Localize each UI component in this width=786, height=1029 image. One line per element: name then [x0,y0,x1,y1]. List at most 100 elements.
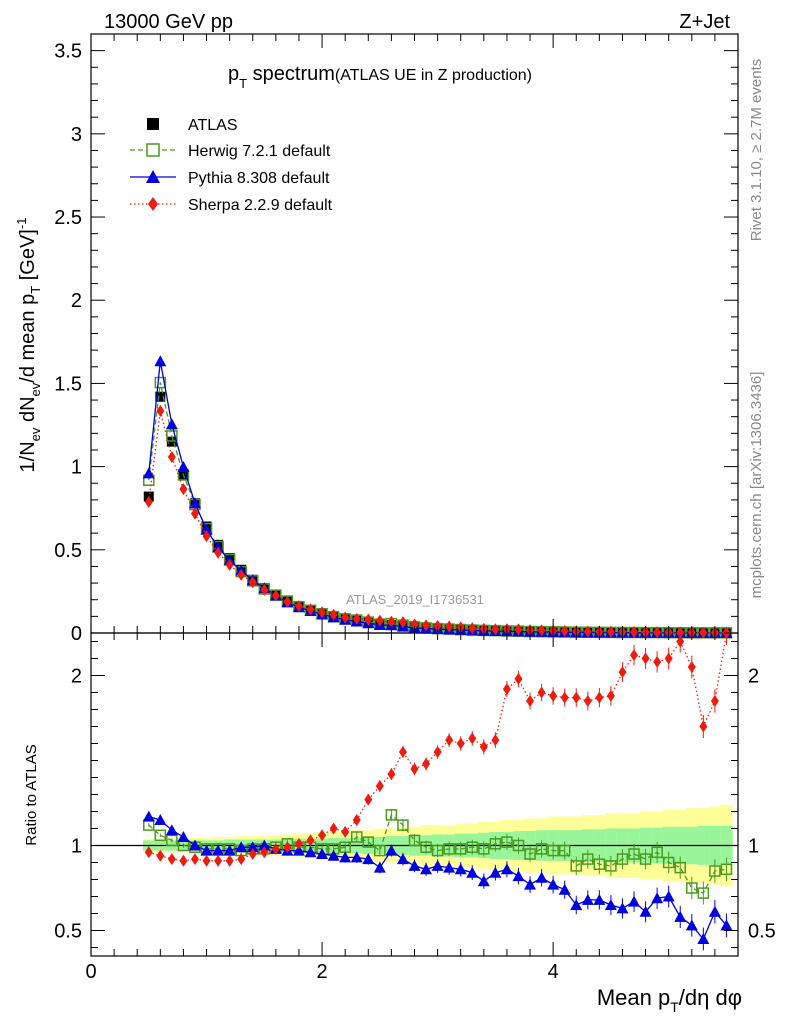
ratio-point-sherpa [237,853,246,866]
ratio-point-pythia [165,824,178,836]
ratio-point-sherpa [144,846,153,859]
ratio-point-sherpa [248,848,257,860]
ratio-point-sherpa [526,695,535,707]
main-point-sherpa [445,620,454,633]
main-point-pythia [188,497,201,509]
main-point-sherpa [190,507,199,520]
ratio-point-sherpa [341,825,350,838]
main-point-pythia [200,523,213,535]
main-point-sherpa [214,546,223,559]
ratio-point-pythia [408,859,421,871]
ratio-point-herwig [616,853,629,865]
ratio-point-sherpa [641,652,650,665]
ratio-point-herwig [639,853,652,865]
ratio-point-sherpa [514,672,523,685]
ratio-point-herwig [593,858,606,870]
ratio-point-pythia [593,893,606,905]
main-point-sherpa [375,614,384,627]
legend-atlas-marker [147,118,159,130]
main-point-sherpa [352,612,361,625]
main-point-sherpa [398,616,407,629]
x-tick-label: 2 [317,961,328,983]
ratio-point-sherpa [329,822,338,835]
ratio-point-pythia [685,919,698,931]
main-point-sherpa [468,622,477,635]
ratio-point-pythia [316,848,329,859]
ratio-point-pythia [339,851,352,863]
ratio-point-pythia [200,844,213,856]
ratio-point-sherpa [653,655,662,668]
ratio-point-pythia [235,841,248,853]
ratio-point-pythia [547,878,560,890]
legend-pythia-marker [146,170,160,183]
main-point-sherpa [364,613,373,626]
ratio-point-sherpa [699,720,708,733]
ratio-point-sherpa [537,686,546,699]
ratio-point-sherpa [271,842,280,855]
axis-ticks: 0 2 400.511.522.533.50.5 0.51 12 2 [54,33,776,983]
ratio-point-pythia [697,933,710,944]
ratio-point-sherpa [606,689,615,702]
ratio-point-herwig [582,853,594,865]
ratio-point-sherpa [595,691,604,704]
main-point-sherpa [329,608,338,621]
ratio-point-herwig [709,865,721,877]
main-y-tick-label: 1.5 [54,373,82,395]
ratio-point-herwig [466,841,479,853]
ratio-point-sherpa [433,746,442,758]
ratio-point-sherpa [491,734,500,747]
ratio-point-sherpa [225,854,234,867]
main-point-sherpa [537,624,546,637]
ratio-point-herwig [420,841,432,853]
ratio-point-pythia [142,810,155,822]
ratio-point-pythia [489,866,502,878]
energy-label: 13000 GeV pp [104,11,233,33]
main-point-sherpa [699,626,708,639]
ratio-y-tick-label-right: 2 [748,666,759,688]
plot-title: pT spectrum(ATLAS UE in Z production) [228,63,532,91]
ratio-point-sherpa [167,853,176,866]
ratio-point-sherpa [364,793,373,806]
ratio-point-pythia [385,844,398,856]
ratio-y-tick-label-left: 1 [71,836,82,858]
ratio-point-pythia [466,866,479,878]
ratio-point-sherpa [179,854,188,867]
ratio-point-sherpa [294,837,303,850]
ratio-point-herwig [558,844,571,857]
ratio-point-herwig [686,882,698,894]
main-point-sherpa [306,603,315,616]
ratio-point-pythia [350,851,363,863]
ratio-point-sherpa [502,683,511,696]
main-point-sherpa [156,404,165,417]
ratio-point-herwig [697,887,710,899]
ratio-point-pythia [570,899,583,910]
main-point-sherpa [318,606,327,619]
ratio-point-sherpa [156,849,165,862]
ratio-y-tick-label-left: 2 [71,666,82,688]
ratio-point-sherpa [583,695,592,707]
ratio-point-herwig [454,843,467,855]
analysis-id: ATLAS_2019_I1736531 [346,592,484,607]
ratio-point-herwig [501,836,513,848]
main-point-pythia [165,418,178,430]
legend-pythia-label: Pythia 8.308 default [188,170,330,187]
legend-sherpa-marker [148,197,158,211]
main-point-sherpa [294,600,303,613]
rivet-label: Rivet 3.1.10, ≥ 2.7M events [748,59,765,242]
main-point-atlas [155,391,166,402]
main-y-tick-label: 0 [71,623,82,645]
main-point-sherpa [630,625,639,638]
ratio-point-herwig [489,838,502,850]
ratio-point-herwig [166,834,178,847]
ratio-point-pythia [500,863,513,875]
ratio-point-pythia [212,844,225,856]
ratio-point-sherpa [318,829,327,842]
x-tick-label: 0 [85,961,96,983]
ratio-point-herwig [362,836,375,848]
ratio-point-pythia [477,875,490,887]
main-point-sherpa [676,626,685,639]
ratio-point-pythia [154,814,167,825]
ratio-point-pythia [524,878,537,890]
